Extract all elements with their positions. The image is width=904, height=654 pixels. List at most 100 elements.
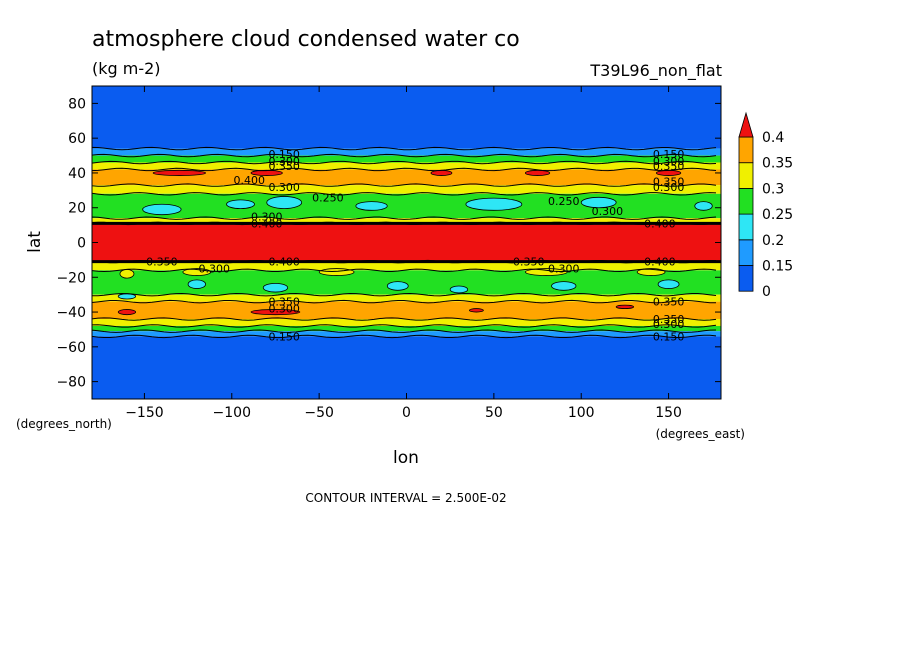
x-axis: −150 −100 −50 0 50 100 150 — [125, 86, 682, 421]
contour-label-22: 0.350 — [268, 296, 300, 309]
contour-label-2: 0.350 — [268, 160, 300, 173]
contour-label-23: 0.300 — [268, 303, 300, 316]
x-tick-label-6: 150 — [655, 405, 682, 421]
contour-label-6: 0.400 — [234, 174, 266, 187]
colorbar-label-2: 0.2 — [762, 233, 784, 249]
contour-band-7 — [92, 218, 721, 224]
contour-band-3 — [92, 162, 721, 170]
contour-label-18: 0.400 — [268, 256, 300, 269]
contour-label-14: 0.400 — [251, 217, 283, 230]
x-tick-label-5: 100 — [568, 405, 595, 421]
contour-label-27: 0.150 — [268, 330, 300, 343]
x-units-label: (degrees_east) — [656, 427, 745, 441]
contour-line-6 — [92, 153, 717, 158]
contour-line-5 — [92, 160, 717, 165]
contour-patch-20 — [449, 285, 469, 294]
contour-label-5: 0.350 — [653, 160, 685, 173]
contour-label-1: 0.300 — [268, 155, 300, 168]
contour-line-2 — [92, 192, 717, 196]
y-tick-label-1: 60 — [68, 131, 86, 147]
x-axis-label: lon — [393, 448, 419, 468]
contour-patch-2 — [266, 196, 303, 209]
contour-label-9: 0.350 — [653, 176, 685, 189]
plot-area — [92, 86, 721, 399]
y-tick-label-6: −40 — [56, 305, 86, 321]
x-tick-label-0: −150 — [125, 405, 163, 421]
colorbar-swatch-4 — [738, 162, 754, 189]
contour-patch-6 — [694, 201, 713, 211]
contour-label-4: 0.300 — [653, 155, 685, 168]
colorbar-label-6: 0.4 — [762, 130, 784, 146]
contour-patch-3 — [355, 201, 388, 211]
contour-band-6 — [92, 193, 721, 219]
contour-label-15: 0.400 — [644, 217, 676, 230]
contour-patch-17 — [187, 279, 206, 289]
contour-line-9 — [92, 268, 717, 273]
y-tick-label-7: −60 — [56, 340, 86, 356]
y-tick-label-5: −20 — [56, 270, 86, 286]
colorbar-swatch-0 — [738, 265, 754, 292]
colorbar-swatch-5 — [738, 136, 754, 164]
colorbar-label-5: 0.35 — [762, 156, 793, 172]
contour-label-11: 0.250 — [548, 195, 580, 208]
contour-line-13 — [92, 324, 717, 328]
contour-line-12 — [92, 317, 717, 321]
contour-label-20: 0.300 — [548, 263, 580, 276]
contour-band-4 — [92, 169, 721, 186]
contour-band-9 — [92, 261, 721, 271]
contour-line-10 — [92, 292, 717, 297]
contour-interval: CONTOUR INTERVAL = 2.500E-02 — [305, 491, 506, 505]
colorbar-swatch-1 — [738, 239, 754, 266]
contour-line-11 — [92, 299, 717, 304]
contour-label-8: 0.250 — [312, 191, 344, 204]
contour-label-13: 0.300 — [251, 210, 283, 223]
contour-label-26: 0.300 — [653, 318, 685, 331]
contour-patch-19 — [386, 281, 409, 291]
contour-band-8 — [92, 223, 721, 262]
contour-label-12: 0.300 — [592, 205, 624, 218]
contour-label-28: 0.150 — [653, 330, 685, 343]
colorbar-label-1: 0.15 — [762, 259, 793, 275]
contour-band-16 — [92, 336, 721, 399]
x-tick-label-3: 0 — [402, 405, 411, 421]
contour-lines — [92, 146, 721, 339]
x-tick-label-4: 50 — [485, 405, 503, 421]
y-tick-label-4: 0 — [77, 236, 86, 252]
x-tick-label-1: −100 — [213, 405, 251, 421]
contour-patch-15 — [524, 268, 568, 276]
contour-patch-1 — [226, 199, 255, 209]
contour-label-21: 0.400 — [644, 256, 676, 269]
contour-band-5 — [92, 185, 721, 194]
contour-label-3: 0.150 — [653, 148, 685, 161]
chart-title: atmosphere cloud condensed water co — [92, 27, 520, 52]
contour-label-17: 0.300 — [199, 263, 231, 276]
y-tick-label-2: 40 — [68, 166, 86, 182]
contour-line-7 — [92, 146, 717, 151]
colorbar-arrow — [738, 111, 754, 138]
colorbar-swatch-2 — [738, 213, 754, 241]
chart-units: (kg m-2) — [92, 59, 161, 78]
contour-label-24: 0.350 — [653, 296, 685, 309]
run-label: T39L96_non_flat — [589, 61, 722, 81]
contour-line-15 — [92, 334, 717, 339]
colorbar-label-0: 0 — [762, 284, 771, 300]
contour-patch-25 — [250, 309, 301, 316]
y-tick-label-8: −80 — [56, 375, 86, 391]
contour-patch-5 — [580, 196, 617, 209]
contour-band-1 — [92, 148, 721, 156]
colorbar: 0 0.15 0.2 0.25 0.3 0.35 0.4 — [738, 111, 793, 300]
contour-patch-4 — [465, 197, 523, 211]
contour-band-11 — [92, 294, 721, 302]
contour-patch-27 — [615, 304, 635, 309]
y-tick-label-0: 80 — [68, 96, 86, 112]
contour-label-0: 0.150 — [268, 148, 300, 161]
contour-patch-12 — [119, 269, 135, 279]
contour-label-16: 0.350 — [146, 256, 178, 269]
contour-label-19: 0.350 — [513, 256, 545, 269]
colorbar-label-4: 0.3 — [762, 181, 784, 197]
contour-line-1 — [92, 216, 717, 220]
colorbar-swatch-3 — [738, 187, 754, 215]
contour-labels: 0.1500.3000.3500.1500.3000.3500.4000.300… — [146, 148, 684, 344]
y-units-label: (degrees_north) — [16, 417, 112, 431]
contour-patch-21 — [551, 281, 577, 291]
